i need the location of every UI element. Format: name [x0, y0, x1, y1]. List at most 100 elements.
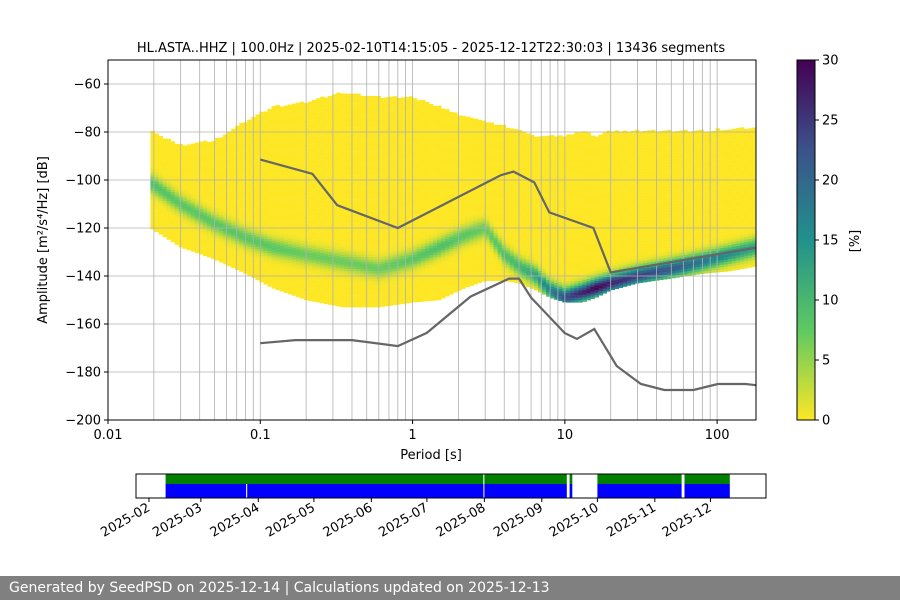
heatmap-cell — [166, 208, 172, 211]
heatmap-cell — [408, 247, 414, 251]
heatmap-cell — [283, 163, 289, 166]
heatmap-cell — [299, 204, 305, 208]
heatmap-cell — [291, 259, 297, 263]
heatmap-cell — [247, 251, 252, 255]
heatmap-cell — [291, 192, 297, 196]
heatmap-cell — [396, 210, 402, 214]
heatmap-cell — [360, 216, 365, 219]
heatmap-cell — [206, 197, 212, 200]
heatmap-cell — [154, 155, 159, 158]
heatmap-cell — [311, 205, 317, 209]
heatmap-cell — [368, 141, 373, 145]
heatmap-cell — [420, 241, 426, 245]
heatmap-cell — [404, 116, 410, 119]
heatmap-cell — [211, 150, 216, 154]
heatmap-cell — [404, 180, 410, 184]
heatmap-cell — [340, 158, 345, 161]
heatmap-cell — [295, 251, 301, 255]
heatmap-cell — [215, 214, 220, 218]
heatmap-cell — [372, 297, 377, 301]
heatmap-cell — [315, 134, 321, 137]
heatmap-cell — [380, 234, 385, 238]
heatmap-cell — [307, 106, 313, 109]
heatmap-cell — [154, 186, 159, 189]
heatmap-cell — [388, 271, 394, 275]
heatmap-cell — [255, 116, 260, 120]
heatmap-cell — [340, 148, 345, 152]
heatmap-cell — [384, 301, 390, 304]
heatmap-cell — [429, 245, 434, 249]
heatmap-cell — [287, 162, 293, 165]
heatmap-cell — [215, 157, 220, 160]
heatmap-cell — [320, 252, 325, 256]
heatmap-cell — [275, 273, 281, 276]
heatmap-cell — [400, 279, 406, 283]
heatmap-cell — [287, 186, 293, 189]
heatmap-cell — [263, 116, 268, 119]
heatmap-cell — [356, 144, 361, 147]
heatmap-cell — [384, 298, 390, 302]
heatmap-cell — [324, 102, 329, 105]
heatmap-cell — [255, 138, 260, 141]
heatmap-cell — [420, 200, 426, 204]
heatmap-cell — [170, 215, 176, 219]
heatmap-cell — [219, 161, 224, 165]
heatmap-cell — [255, 255, 260, 259]
heatmap-cell — [368, 213, 373, 217]
heatmap-cell — [404, 149, 410, 153]
heatmap-cell — [227, 225, 232, 228]
heatmap-cell — [328, 201, 333, 205]
heatmap-cell — [190, 174, 196, 178]
heatmap-cell — [231, 152, 236, 156]
heatmap-cell — [291, 240, 297, 244]
heatmap-cell — [150, 212, 155, 216]
heatmap-cell — [158, 181, 163, 185]
heatmap-cell — [239, 202, 244, 205]
heatmap-cell — [215, 171, 220, 175]
heatmap-cell — [247, 119, 252, 123]
heatmap-cell — [336, 203, 341, 206]
heatmap-cell — [412, 273, 418, 276]
heatmap-cell — [352, 254, 357, 257]
heatmap-cell — [372, 232, 377, 236]
heatmap-cell — [424, 231, 430, 235]
heatmap-cell — [267, 276, 272, 280]
heatmap-cell — [372, 108, 377, 111]
heatmap-cell — [360, 105, 365, 109]
heatmap-cell — [287, 277, 293, 280]
heatmap-cell — [307, 271, 313, 275]
heatmap-cell — [420, 99, 426, 103]
heatmap-cell — [368, 177, 373, 181]
heatmap-cell — [332, 252, 337, 256]
heatmap-cell — [420, 272, 426, 276]
heatmap-cell — [372, 300, 377, 303]
heatmap-cell — [380, 222, 385, 226]
heatmap-cell — [320, 139, 325, 143]
heatmap-cell — [380, 263, 385, 267]
heatmap-cell — [348, 254, 353, 257]
heatmap-cell — [396, 165, 402, 168]
heatmap-cell — [295, 145, 301, 149]
heatmap-cell — [275, 112, 281, 115]
heatmap-cell — [194, 156, 200, 160]
heatmap-cell — [227, 141, 232, 144]
heatmap-cell — [396, 174, 402, 178]
heatmap-cell — [372, 278, 377, 281]
heatmap-cell — [231, 193, 236, 197]
heatmap-cell — [235, 252, 240, 256]
heatmap-cell — [384, 262, 390, 266]
heatmap-cell — [396, 114, 402, 118]
heatmap-cell — [299, 142, 305, 146]
heatmap-cell — [336, 114, 341, 117]
heatmap-cell — [412, 186, 418, 190]
heatmap-cell — [255, 227, 260, 230]
heatmap-cell — [424, 233, 430, 237]
heatmap-cell — [320, 144, 325, 148]
heatmap-cell — [150, 164, 155, 168]
heatmap-cell — [247, 143, 252, 147]
heatmap-cell — [352, 276, 357, 279]
heatmap-cell — [206, 242, 212, 246]
heatmap-cell — [420, 243, 426, 247]
heatmap-cell — [279, 250, 285, 254]
heatmap-cell — [158, 188, 163, 192]
